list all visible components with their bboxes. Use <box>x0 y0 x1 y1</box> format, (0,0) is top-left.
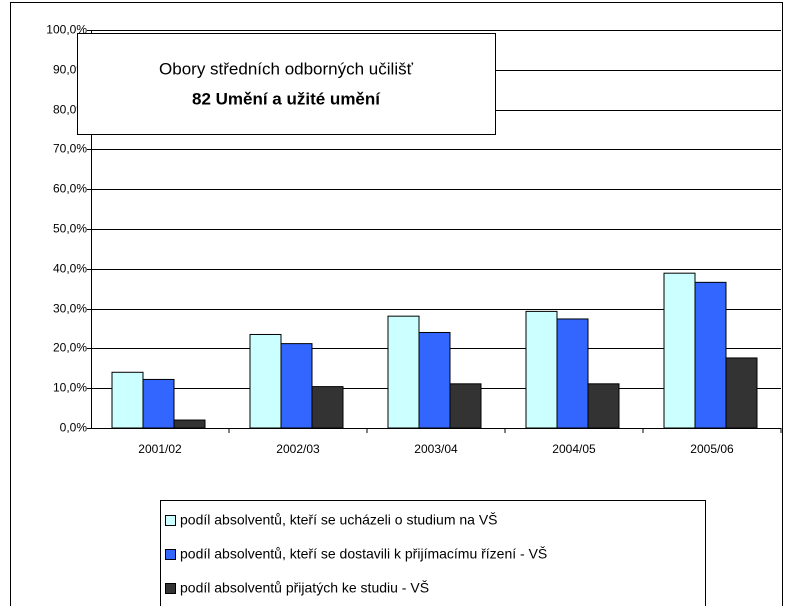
legend-box <box>160 500 706 606</box>
legend: podíl absolventů, kteří se ucházeli o st… <box>165 512 547 596</box>
bar <box>556 318 589 429</box>
y-tick-label: 20,0% <box>53 341 87 355</box>
legend-label: podíl absolventů, kteří se ucházeli o st… <box>180 512 498 528</box>
bar <box>249 333 282 429</box>
bar <box>449 383 482 429</box>
y-tick-label: 30,0% <box>53 302 87 316</box>
y-tick-label: 60,0% <box>53 182 87 196</box>
y-tick-label: 70,0% <box>53 142 87 156</box>
bar <box>525 310 558 429</box>
y-tick-label: 10,0% <box>53 381 87 395</box>
bar <box>111 371 144 429</box>
bar <box>694 281 727 429</box>
bar <box>587 383 620 429</box>
chart-title: Obory středních odborných učilišť <box>159 59 414 78</box>
bar <box>280 343 313 429</box>
legend-swatch <box>165 583 176 594</box>
y-tick-label: 0,0% <box>60 421 88 435</box>
legend-label: podíl absolventů přijatých ke studiu - V… <box>180 580 429 596</box>
x-tick-label: 2005/06 <box>690 442 734 456</box>
bar <box>418 331 451 429</box>
bar <box>173 419 206 429</box>
chart-subtitle: 82 Umění a užité umění <box>192 89 381 108</box>
legend-swatch <box>165 515 176 526</box>
bar <box>387 315 420 429</box>
x-tick-label: 2003/04 <box>414 442 458 456</box>
bar <box>311 386 344 429</box>
x-tick-label: 2004/05 <box>552 442 596 456</box>
legend-label: podíl absolventů, kteří se dostavili k p… <box>180 546 547 562</box>
bar <box>663 272 696 429</box>
y-tick-label: 40,0% <box>53 262 87 276</box>
x-tick-label: 2001/02 <box>138 442 182 456</box>
x-tick-label: 2002/03 <box>276 442 320 456</box>
bar <box>725 357 758 429</box>
title-box <box>77 33 496 135</box>
bar <box>142 378 175 429</box>
y-tick-label: 50,0% <box>53 222 87 236</box>
legend-swatch <box>165 549 176 560</box>
